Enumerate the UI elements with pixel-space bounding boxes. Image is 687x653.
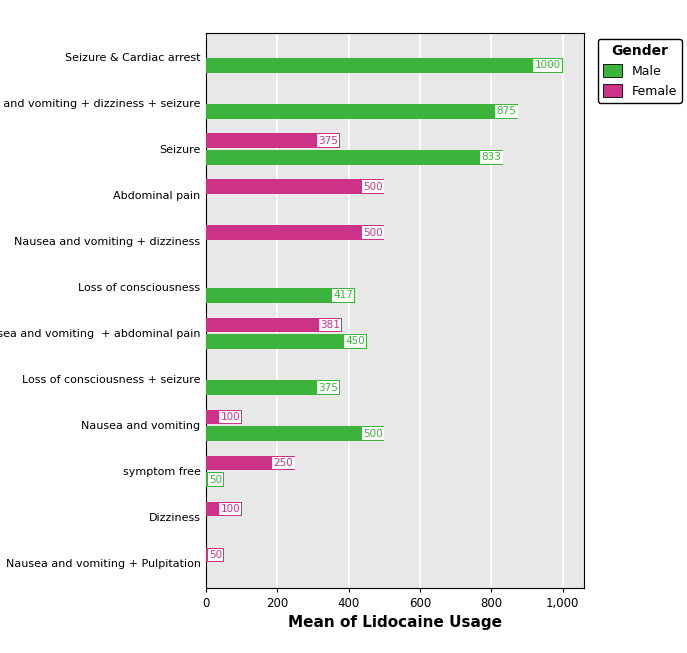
Bar [206,104,518,119]
Bar [206,426,384,441]
Bar [206,380,340,395]
Text: 375: 375 [318,383,338,392]
Text: 417: 417 [333,291,353,300]
Bar [206,58,563,72]
Bar [206,133,340,148]
Text: 500: 500 [363,182,383,192]
Text: 500: 500 [363,228,383,238]
Legend: Male, Female: Male, Female [598,39,682,103]
Text: 250: 250 [273,458,293,468]
Bar [206,180,384,194]
Bar [206,288,354,303]
Text: 875: 875 [496,106,516,116]
Bar [206,548,224,562]
Text: 100: 100 [221,412,240,422]
Bar [206,334,366,349]
Bar [206,456,295,470]
Bar [206,225,384,240]
Bar [206,317,342,332]
Text: 50: 50 [209,550,222,560]
Text: 450: 450 [345,336,365,347]
Text: 833: 833 [482,152,502,163]
X-axis label: Mean of Lidocaine Usage: Mean of Lidocaine Usage [288,615,502,630]
Text: 375: 375 [318,136,338,146]
Text: 500: 500 [363,428,383,439]
Bar [206,409,242,424]
Text: 1000: 1000 [534,60,561,71]
Bar [206,502,242,517]
Bar [206,472,224,487]
Text: 381: 381 [320,320,340,330]
Text: 100: 100 [221,504,240,514]
Bar [206,150,503,165]
Text: 50: 50 [209,475,222,485]
